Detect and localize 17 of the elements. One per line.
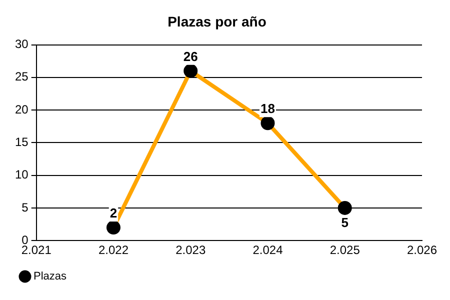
data-label: 5 — [341, 215, 348, 230]
x-tick-label: 2.025 — [330, 243, 360, 258]
y-tick-label: 25 — [14, 70, 29, 84]
data-label: 2 — [110, 206, 118, 221]
y-tick-label: 10 — [14, 168, 29, 182]
x-tick-label: 2.023 — [176, 243, 206, 258]
chart-title: Plazas por año — [168, 13, 266, 30]
x-tick-label: 2.022 — [98, 243, 129, 258]
y-tick-label: 20 — [14, 102, 29, 116]
y-tick-label: 5 — [22, 200, 29, 214]
x-tick-label: 2.026 — [406, 243, 438, 258]
y-tick-label: 15 — [14, 135, 29, 150]
y-tick-label: 30 — [14, 37, 29, 52]
x-tick-label: 2.024 — [252, 243, 284, 258]
data-label: 26 — [183, 48, 198, 64]
legend-label: Plazas — [34, 270, 68, 283]
data-label: 18 — [260, 101, 275, 116]
